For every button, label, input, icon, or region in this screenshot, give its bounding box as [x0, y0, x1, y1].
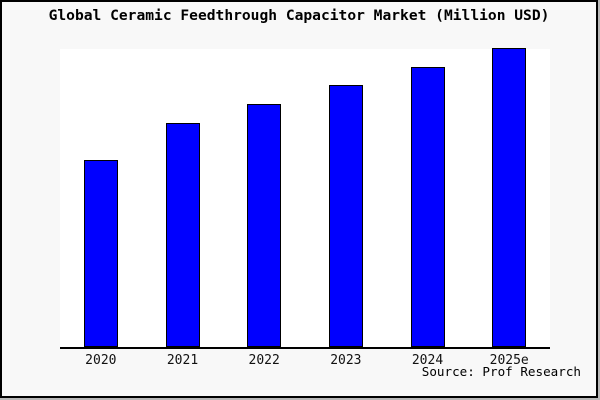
x-axis-labels: 2020 2021 2022 2023 2024 2025e	[60, 353, 550, 368]
x-tick-label-2023: 2023	[330, 353, 362, 368]
bar-2022	[247, 104, 282, 347]
bar-2024	[410, 67, 445, 347]
bar-slot-2023	[305, 49, 387, 347]
plot-area	[60, 48, 550, 349]
bar-slot-2021	[142, 49, 224, 347]
x-tick-label-2025e: 2025e	[489, 353, 529, 368]
bar-2021	[165, 123, 200, 347]
bar-2025e	[492, 48, 527, 347]
bar-slot-2024	[387, 49, 469, 347]
source-credit: Source: Prof Research	[421, 364, 581, 379]
bar-2023	[328, 85, 363, 347]
chart-title: Global Ceramic Feedthrough Capacitor Mar…	[48, 7, 550, 24]
bar-2020	[83, 160, 118, 347]
bar-slot-2020	[60, 49, 142, 347]
bar-slot-2022	[223, 49, 305, 347]
x-tick-label-2024: 2024	[411, 353, 444, 368]
x-tick-label-2020: 2020	[85, 353, 117, 368]
x-tick-label-2021: 2021	[166, 353, 199, 368]
x-tick-label-2022: 2022	[248, 353, 280, 368]
bar-slot-2025e	[468, 48, 550, 347]
